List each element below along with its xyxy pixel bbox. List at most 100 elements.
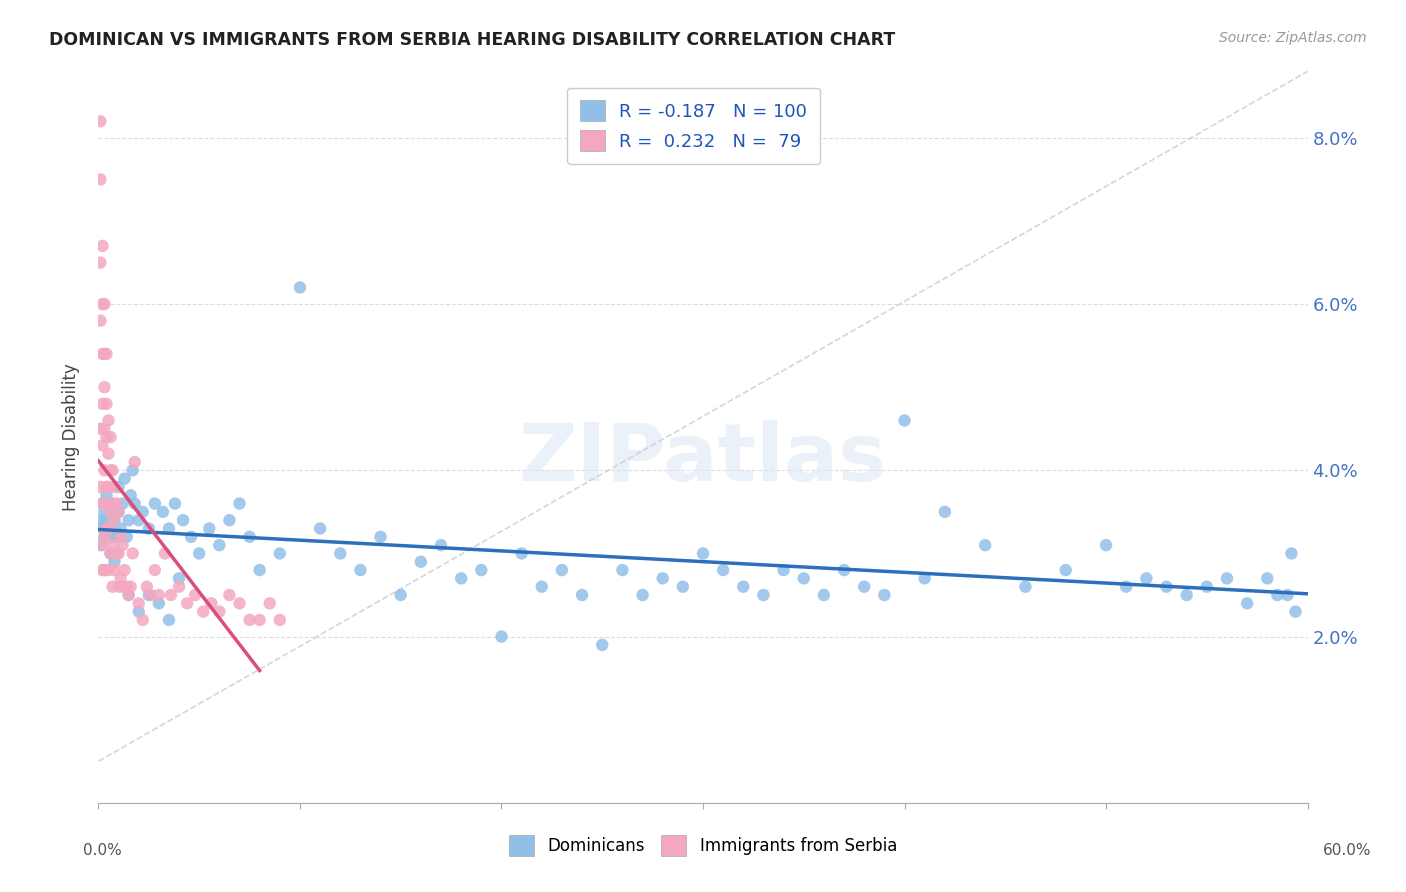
Point — [269, 546, 291, 560]
Point — [239, 613, 262, 627]
Point — [1014, 580, 1036, 594]
Point — [218, 588, 240, 602]
Point — [249, 563, 271, 577]
Point — [91, 347, 114, 361]
Point — [167, 580, 190, 594]
Point — [853, 580, 876, 594]
Point — [200, 596, 222, 610]
Point — [100, 505, 122, 519]
Point — [148, 596, 170, 610]
Point — [101, 580, 124, 594]
Point — [91, 497, 114, 511]
Point — [91, 497, 114, 511]
Point — [228, 596, 250, 610]
Point — [103, 513, 125, 527]
Point — [1216, 571, 1239, 585]
Point — [96, 347, 118, 361]
Point — [107, 580, 129, 594]
Point — [96, 521, 118, 535]
Point — [180, 530, 202, 544]
Point — [793, 571, 815, 585]
Point — [349, 563, 371, 577]
Point — [91, 438, 114, 452]
Point — [103, 563, 125, 577]
Point — [115, 580, 138, 594]
Point — [89, 314, 111, 328]
Point — [733, 580, 755, 594]
Point — [97, 563, 120, 577]
Point — [103, 513, 125, 527]
Point — [110, 530, 132, 544]
Point — [208, 605, 231, 619]
Point — [530, 580, 553, 594]
Point — [132, 613, 155, 627]
Point — [176, 596, 198, 610]
Point — [97, 521, 120, 535]
Point — [1277, 588, 1299, 602]
Point — [259, 596, 281, 610]
Point — [97, 447, 120, 461]
Point — [105, 546, 128, 560]
Point — [152, 505, 174, 519]
Point — [143, 497, 166, 511]
Point — [370, 530, 392, 544]
Y-axis label: Hearing Disability: Hearing Disability — [62, 363, 80, 511]
Point — [111, 538, 134, 552]
Point — [91, 563, 114, 577]
Point — [139, 588, 162, 602]
Point — [89, 422, 111, 436]
Point — [89, 255, 111, 269]
Point — [93, 530, 115, 544]
Point — [873, 588, 896, 602]
Point — [114, 472, 136, 486]
Point — [115, 530, 138, 544]
Point — [101, 538, 124, 552]
Point — [409, 555, 432, 569]
Point — [93, 497, 115, 511]
Point — [138, 521, 160, 535]
Point — [893, 413, 915, 427]
Point — [105, 497, 128, 511]
Text: 0.0%: 0.0% — [83, 843, 122, 858]
Point — [752, 588, 775, 602]
Point — [128, 596, 150, 610]
Point — [551, 563, 574, 577]
Point — [110, 521, 132, 535]
Point — [172, 513, 194, 527]
Point — [163, 497, 186, 511]
Point — [288, 280, 311, 294]
Point — [93, 380, 115, 394]
Point — [101, 497, 124, 511]
Point — [1195, 580, 1218, 594]
Point — [89, 513, 111, 527]
Point — [100, 546, 122, 560]
Point — [111, 580, 134, 594]
Point — [1284, 605, 1306, 619]
Point — [510, 546, 533, 560]
Point — [389, 588, 412, 602]
Point — [105, 530, 128, 544]
Point — [100, 430, 122, 444]
Point — [120, 580, 142, 594]
Point — [692, 546, 714, 560]
Point — [97, 413, 120, 427]
Point — [672, 580, 695, 594]
Point — [772, 563, 794, 577]
Point — [96, 480, 118, 494]
Point — [96, 563, 118, 577]
Point — [138, 588, 160, 602]
Point — [184, 588, 207, 602]
Point — [107, 530, 129, 544]
Point — [1095, 538, 1118, 552]
Point — [101, 530, 124, 544]
Point — [93, 463, 115, 477]
Point — [1115, 580, 1137, 594]
Point — [571, 588, 593, 602]
Point — [103, 555, 125, 569]
Point — [124, 455, 146, 469]
Point — [120, 488, 142, 502]
Point — [1267, 588, 1289, 602]
Point — [491, 630, 513, 644]
Point — [148, 588, 170, 602]
Point — [96, 397, 118, 411]
